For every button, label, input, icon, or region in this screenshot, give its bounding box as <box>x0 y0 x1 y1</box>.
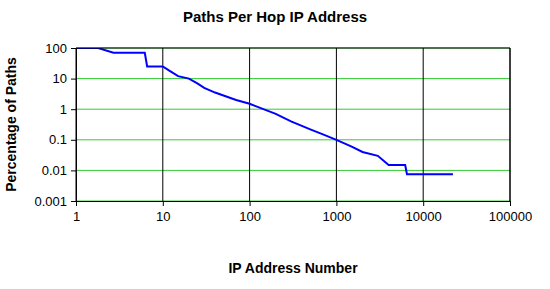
x-tick-mark <box>510 201 511 206</box>
data-line <box>76 48 453 174</box>
y-tick: 0.01 <box>42 163 76 178</box>
x-tick-label: 1 <box>73 209 80 224</box>
grid-line-y <box>76 78 510 79</box>
y-tick-mark <box>71 109 76 110</box>
y-tick-mark <box>71 201 76 202</box>
x-tick-label: 10000 <box>406 209 442 224</box>
x-tick-mark <box>163 201 164 206</box>
grid-line-x <box>423 48 424 201</box>
y-tick: 0.1 <box>49 132 76 147</box>
x-axis: 1 10 100 1000 10000 100000 <box>73 201 532 224</box>
x-tick-label: 1000 <box>322 209 351 224</box>
x-tick: 10 <box>156 201 170 224</box>
y-tick-label: 1 <box>60 102 67 117</box>
x-tick: 1000 <box>322 201 351 224</box>
y-tick: 1 <box>60 102 76 117</box>
grid-line-y <box>76 48 510 49</box>
x-axis-title: IP Address Number <box>228 260 358 276</box>
x-tick: 1 <box>73 201 80 224</box>
grid-line-x <box>510 48 511 201</box>
y-tick-label: 0.001 <box>34 194 67 209</box>
y-tick-label: 0.1 <box>49 132 67 147</box>
frame <box>510 48 511 201</box>
x-tick-mark <box>336 201 337 206</box>
y-tick-label: 100 <box>45 41 67 56</box>
x-tick: 100 <box>239 201 261 224</box>
plot-area <box>76 48 453 174</box>
x-tick: 100000 <box>489 201 532 224</box>
y-tick-mark <box>71 140 76 141</box>
x-tick-label: 100 <box>239 209 261 224</box>
chart: 1 10 100 1000 10000 100000 0.001 0.01 0.1 1 10 100 P… <box>0 0 550 289</box>
title: Paths Per Hop IP Address <box>183 8 367 25</box>
x-tick-mark <box>250 201 251 206</box>
frame <box>76 48 510 49</box>
x-tick: 10000 <box>406 201 442 224</box>
y-tick: 100 <box>45 41 76 56</box>
grid-line-y <box>76 109 510 110</box>
y-axis-line <box>71 49 77 202</box>
x-tick-label: 100000 <box>489 209 532 224</box>
y-tick: 10 <box>53 71 76 86</box>
x-tick-label: 10 <box>156 209 170 224</box>
x-axis-line <box>77 202 511 207</box>
y-tick-mark <box>71 79 76 80</box>
x-tick-mark <box>423 201 424 206</box>
grid-line-x <box>336 48 337 201</box>
y-axis: 0.001 0.01 0.1 1 10 100 <box>34 41 76 209</box>
y-tick-label: 10 <box>53 71 67 86</box>
y-tick: 0.001 <box>34 194 76 209</box>
grid-line-x <box>249 48 250 201</box>
grid-line-y <box>76 139 510 140</box>
grid <box>76 48 510 201</box>
y-tick-label: 0.01 <box>42 163 67 178</box>
y-tick-mark <box>71 48 76 49</box>
y-tick-mark <box>71 170 76 171</box>
y-axis-title: Percentage of Paths <box>3 57 19 192</box>
grid-line-y <box>76 170 510 171</box>
grid-line-x <box>162 48 163 201</box>
